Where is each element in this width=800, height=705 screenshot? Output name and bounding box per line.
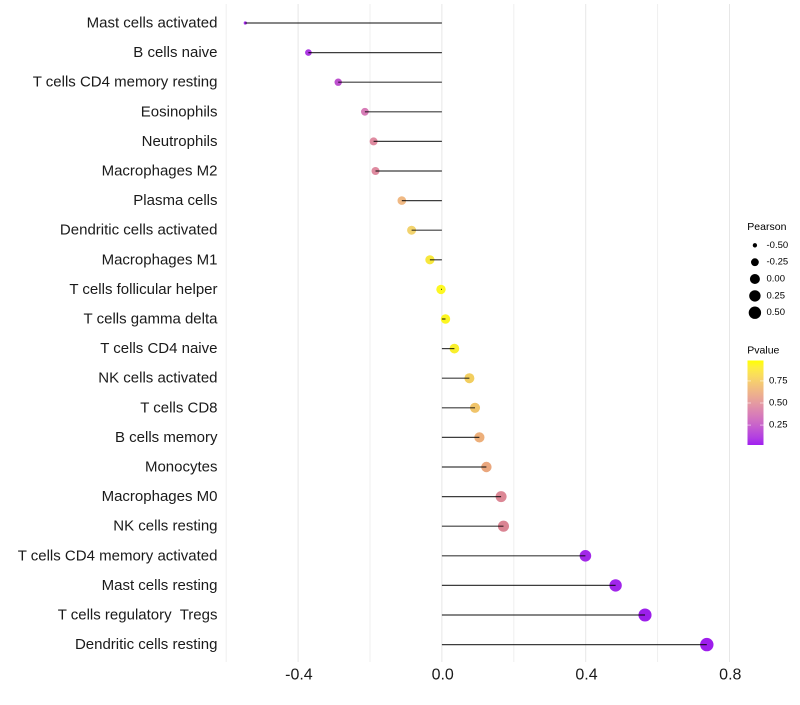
svg-text:Dendritic cells resting: Dendritic cells resting (75, 636, 218, 653)
svg-text:T cells regulatory Tregs: T cells regulatory Tregs (58, 607, 218, 624)
svg-text:T cells CD4 memory resting: T cells CD4 memory resting (33, 74, 218, 91)
svg-text:Monocytes: Monocytes (145, 459, 218, 476)
svg-text:-0.25: -0.25 (767, 257, 789, 268)
svg-text:-0.50: -0.50 (767, 240, 789, 251)
svg-text:B cells memory: B cells memory (115, 429, 218, 446)
svg-text:NK cells resting: NK cells resting (113, 518, 217, 535)
svg-text:Dendritic cells activated: Dendritic cells activated (60, 222, 218, 239)
svg-text:0.25: 0.25 (767, 290, 786, 301)
svg-text:0.4: 0.4 (575, 667, 597, 684)
svg-text:-0.4: -0.4 (285, 667, 313, 684)
svg-text:Macrophages M0: Macrophages M0 (102, 488, 218, 505)
svg-text:0.00: 0.00 (767, 274, 786, 285)
svg-text:0.50: 0.50 (769, 398, 788, 409)
svg-text:Pearson: Pearson (747, 221, 786, 233)
svg-text:Pvalue: Pvalue (747, 345, 779, 357)
svg-text:T cells follicular helper: T cells follicular helper (69, 281, 217, 298)
svg-text:0.8: 0.8 (719, 667, 741, 684)
svg-text:NK cells activated: NK cells activated (98, 370, 217, 387)
svg-text:Macrophages M2: Macrophages M2 (102, 163, 218, 180)
svg-text:T cells gamma delta: T cells gamma delta (84, 311, 219, 328)
svg-text:T cells CD4 memory activated: T cells CD4 memory activated (18, 547, 218, 564)
svg-text:Mast cells resting: Mast cells resting (102, 577, 218, 594)
svg-text:0.50: 0.50 (767, 307, 786, 318)
svg-text:Eosinophils: Eosinophils (141, 103, 218, 120)
svg-text:Plasma cells: Plasma cells (133, 192, 217, 209)
svg-text:Neutrophils: Neutrophils (142, 133, 218, 150)
svg-text:0.75: 0.75 (769, 375, 788, 386)
svg-text:0.0: 0.0 (432, 667, 454, 684)
svg-text:Macrophages M1: Macrophages M1 (102, 251, 218, 268)
svg-text:0.25: 0.25 (769, 420, 788, 431)
svg-text:T cells CD4 naive: T cells CD4 naive (100, 340, 217, 357)
svg-text:Mast cells activated: Mast cells activated (87, 15, 218, 32)
svg-text:B cells naive: B cells naive (133, 44, 217, 61)
svg-text:T cells CD8: T cells CD8 (140, 399, 217, 416)
